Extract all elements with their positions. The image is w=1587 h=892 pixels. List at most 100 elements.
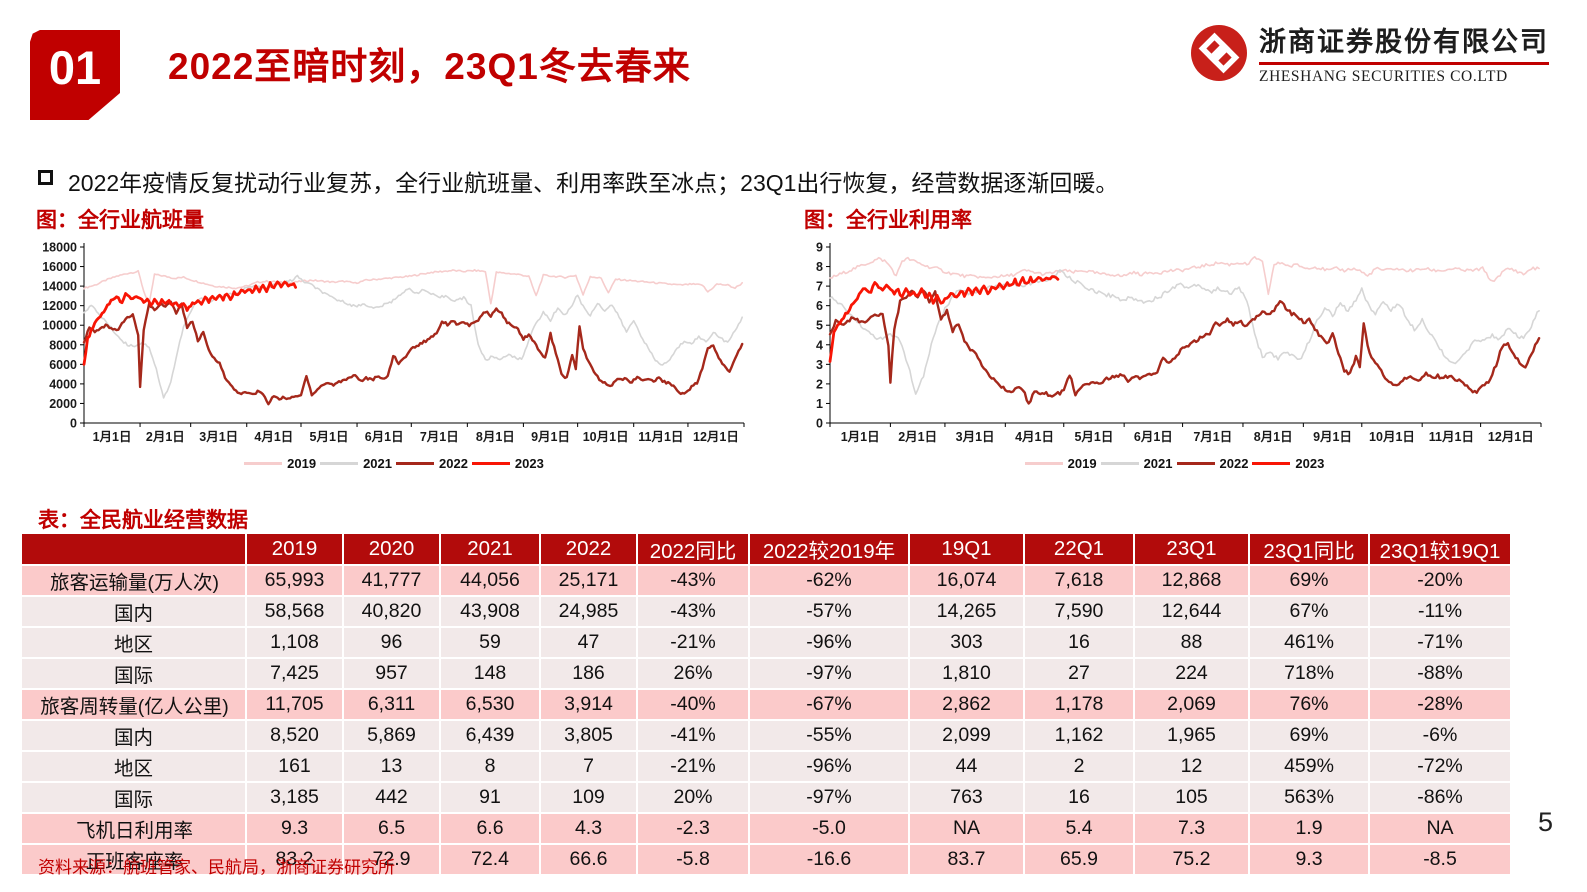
- legend-item-2023: 2023: [471, 456, 548, 471]
- table-cell: 303: [908, 626, 1025, 659]
- column-header: 2021: [439, 532, 541, 566]
- y-tick-label: 3: [816, 358, 823, 372]
- table-cell: 69%: [1248, 564, 1370, 597]
- table-row: 旅客运输量(万人次) 65,993 41,777 44,056 25,171 -43% -6…: [20, 564, 1512, 597]
- table-header-row: 2019 2020 2021 2022 2022同比 2022较2019年 19Q1 22Q1…: [20, 532, 1512, 566]
- row-label: 国际: [20, 781, 247, 814]
- table-cell: -21%: [636, 750, 750, 783]
- legend-item-2021: 2021: [1100, 456, 1177, 471]
- x-tick-label: 1月1日: [93, 430, 132, 444]
- chart-flight-volume-block: 图：全行业航班量 0 2000 4000 6000 8000 10000 12000 1400…: [36, 204, 756, 471]
- table-cell: -96%: [748, 750, 910, 783]
- table-cell: 59: [439, 626, 541, 659]
- table-cell: 3,805: [539, 719, 638, 752]
- legend-swatch: [244, 462, 283, 465]
- table-cell: 718%: [1248, 657, 1370, 690]
- table-cell: -40%: [636, 688, 750, 721]
- legend-item-2021: 2021: [320, 456, 396, 471]
- x-tick-label: 3月1日: [956, 430, 995, 444]
- legend-item-2019: 2019: [244, 456, 320, 471]
- table-cell: 40,820: [342, 595, 441, 628]
- table-cell: 27: [1023, 657, 1135, 690]
- table-row: 国内 58,568 40,820 43,908 24,985 -43% -57% 14,265…: [20, 595, 1512, 628]
- series-2023-line: [82, 280, 298, 366]
- chart-title-utilization: 图：全行业利用率: [804, 209, 972, 232]
- table-row: 地区 1,108 96 59 47 -21% -96% 303 16 88 461% -71%: [20, 626, 1512, 659]
- table-cell: 72.4: [439, 843, 541, 876]
- table-cell: 47: [539, 626, 638, 659]
- table-cell: 7,618: [1023, 564, 1135, 597]
- y-tick-label: 2: [816, 377, 823, 391]
- column-header: 2019: [245, 532, 344, 566]
- series-2021-line: [829, 269, 1540, 395]
- x-tick-label: 8月1日: [476, 430, 515, 444]
- legend-swatch: [1176, 461, 1215, 466]
- company-logo: 浙商证券股份有限公司 ZHESHANG SECURITIES CO.LTD: [1189, 20, 1549, 86]
- table-cell: 83.2: [245, 843, 344, 876]
- x-tick-label: 5月1日: [1074, 430, 1113, 444]
- table-cell: 148: [439, 657, 541, 690]
- table-cell: 6,311: [342, 688, 441, 721]
- table-cell: 83.7: [908, 843, 1025, 876]
- y-tick-label: 4: [816, 338, 823, 352]
- y-tick-label: 5: [816, 319, 823, 333]
- y-tick-label: 8: [816, 260, 823, 274]
- y-tick-label: 0: [70, 417, 77, 431]
- x-tick-label: 11月1日: [638, 430, 683, 444]
- table-cell: 9.3: [245, 812, 344, 845]
- y-tick-label: 16000: [42, 260, 77, 274]
- table-cell: 66.6: [539, 843, 638, 876]
- table-cell: -20%: [1368, 564, 1512, 597]
- page-title: 2022至暗时刻，23Q1冬去春来: [168, 46, 691, 87]
- row-label: 旅客运输量(万人次): [20, 564, 247, 597]
- table-cell: 1.9: [1248, 812, 1370, 845]
- table-cell: 161: [245, 750, 344, 783]
- table-row: 国内 8,520 5,869 6,439 3,805 -41% -55% 2,099 1,162…: [20, 719, 1512, 752]
- x-tick-label: 10月1日: [583, 430, 629, 444]
- table-cell: 224: [1133, 657, 1250, 690]
- y-tick-label: 1: [816, 397, 823, 411]
- page-number: 5: [1537, 807, 1553, 837]
- table-cell: -97%: [748, 657, 910, 690]
- table-cell: NA: [1368, 812, 1512, 845]
- table-cell: 16: [1023, 781, 1135, 814]
- table-cell: 6,530: [439, 688, 541, 721]
- utilization-line-chart: 0 1 2 3 4 5 6 7 8 9 1月1日 2月1日 3月1日 4月1日 5月1日 6月1日 7月1日 8月…: [816, 241, 1542, 444]
- legend-label: 2021: [1143, 456, 1173, 471]
- table-cell: 3,185: [245, 781, 344, 814]
- zheshang-logo-icon: [1191, 25, 1247, 81]
- table-cell: -5.0: [748, 812, 910, 845]
- column-header: 2022: [539, 532, 638, 566]
- table-cell: 11,705: [245, 688, 344, 721]
- table-cell: 7,590: [1023, 595, 1135, 628]
- legend-label: 2019: [1067, 456, 1097, 471]
- table-cell: 9.3: [1248, 843, 1370, 876]
- table-cell: 20%: [636, 781, 750, 814]
- x-tick-label: 5月1日: [310, 430, 349, 444]
- row-label: 地区: [20, 750, 247, 783]
- table-cell: -88%: [1368, 657, 1512, 690]
- table-cell: 7.3: [1133, 812, 1250, 845]
- x-tick-label: 10月1日: [1369, 430, 1415, 444]
- table-row: 国际 3,185 442 91 109 20% -97% 763 16 105 563% -86%: [20, 781, 1512, 814]
- column-header: 23Q1同比: [1248, 532, 1370, 566]
- row-label: 国内: [20, 719, 247, 752]
- table-cell: 67%: [1248, 595, 1370, 628]
- table-cell: 76%: [1248, 688, 1370, 721]
- table-cell: -67%: [748, 688, 910, 721]
- table-cell: 65,993: [245, 564, 344, 597]
- table-row: 地区 161 13 8 7 -21% -96% 44 2 12 459% -72%: [20, 750, 1512, 783]
- table-cell: 957: [342, 657, 441, 690]
- company-name-cn: 浙商证券股份有限公司: [1259, 27, 1549, 57]
- bullet-square-icon: [38, 170, 53, 185]
- column-header: 23Q1较19Q1: [1368, 532, 1512, 566]
- company-name-en: ZHESHANG SECURITIES CO.LTD: [1259, 68, 1508, 85]
- x-tick-label: 11月1日: [1429, 430, 1474, 444]
- table-cell: 8,520: [245, 719, 344, 752]
- table-cell: 96: [342, 626, 441, 659]
- y-tick-label: 2000: [49, 397, 77, 411]
- y-tick-label: 6: [816, 299, 823, 313]
- series-2023-line: [828, 275, 1060, 363]
- section-number-badge: 01: [30, 30, 120, 120]
- table-cell: -16.6: [748, 843, 910, 876]
